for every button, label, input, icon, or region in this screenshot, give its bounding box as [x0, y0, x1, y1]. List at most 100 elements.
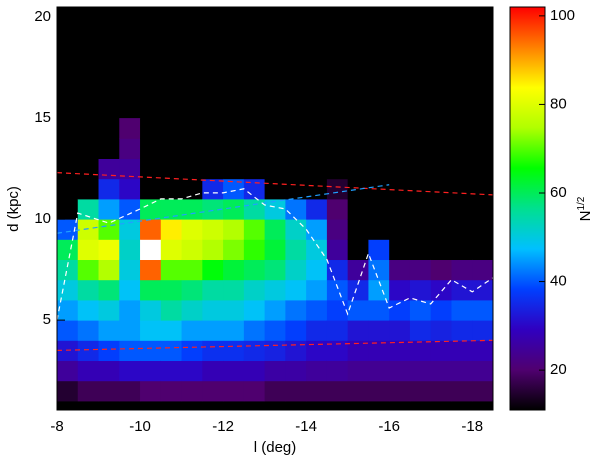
- heatmap-cell: [223, 138, 245, 160]
- x-axis-label: l (deg): [254, 439, 297, 456]
- heatmap-cell: [306, 178, 328, 200]
- x-tick-label: -10: [129, 418, 151, 435]
- heatmap-cell: [223, 239, 245, 261]
- heatmap-cell: [98, 380, 120, 402]
- heatmap-cell: [264, 178, 286, 200]
- heatmap-cell: [202, 320, 224, 341]
- heatmap-cell: [347, 198, 369, 220]
- heatmap-cell: [264, 259, 286, 281]
- heatmap-cell: [119, 360, 141, 382]
- colorbar-label-sup: 1/2: [576, 196, 587, 210]
- heatmap-cell: [181, 360, 203, 382]
- heatmap-cell: [430, 118, 452, 139]
- heatmap-cell: [451, 138, 473, 160]
- colorbar: [509, 6, 546, 411]
- x-tick-label: -12: [212, 418, 234, 435]
- heatmap-cell: [430, 138, 452, 160]
- heatmap-cell: [306, 279, 328, 301]
- heatmap-cell: [77, 219, 100, 240]
- heatmap-cell: [347, 259, 369, 281]
- heatmap-cell: [430, 259, 452, 281]
- heatmap-cell: [306, 299, 328, 321]
- heatmap-cell: [472, 340, 494, 362]
- heatmap-cell: [140, 360, 162, 382]
- heatmap-cell: [160, 239, 183, 261]
- dashed-line: [56, 184, 390, 234]
- heatmap-cell: [451, 320, 473, 341]
- heatmap-cell: [347, 320, 369, 341]
- heatmap-cell: [202, 259, 224, 281]
- heatmap-cell: [202, 279, 224, 301]
- heatmap-cell: [181, 380, 203, 402]
- heatmap-cell: [347, 340, 369, 362]
- heatmap-cell: [202, 360, 224, 382]
- heatmap-cell: [285, 299, 307, 321]
- heatmap-cell: [368, 239, 390, 261]
- heatmap-cell: [409, 138, 432, 160]
- heatmap-cell: [243, 299, 266, 321]
- heatmap-cell: [202, 340, 224, 362]
- heatmap-cell: [389, 380, 411, 402]
- heatmap-cell: [264, 279, 286, 301]
- heatmap-cell: [119, 198, 141, 220]
- heatmap-cell: [409, 299, 432, 321]
- heatmap-cell: [306, 138, 328, 160]
- heatmap-cell: [347, 299, 369, 321]
- heatmap-cell: [140, 279, 162, 301]
- heatmap-cell: [57, 178, 79, 200]
- heatmap-cell: [160, 340, 183, 362]
- heatmap-cell: [306, 198, 328, 220]
- heatmap-cell: [368, 259, 390, 281]
- heatmap-cell: [306, 380, 328, 402]
- heatmap-cell: [389, 138, 411, 160]
- heatmap-cell: [347, 239, 369, 261]
- heatmap-cell: [181, 279, 203, 301]
- heatmap-cell: [181, 138, 203, 160]
- heatmap-cell: [98, 118, 120, 139]
- heatmap-cell: [264, 138, 286, 160]
- heatmap-cell: [202, 198, 224, 220]
- heatmap-cell: [347, 279, 369, 301]
- heatmap-cell: [347, 219, 369, 240]
- heatmap-cell: [98, 360, 120, 382]
- heatmap-cell: [347, 360, 369, 382]
- x-tick-label: -8: [50, 418, 63, 435]
- heatmap-cell: [264, 158, 286, 180]
- heatmap-cell: [451, 118, 473, 139]
- heatmap-cell: [119, 279, 141, 301]
- heatmap-cell: [326, 138, 349, 160]
- heatmap-cell: [306, 158, 328, 180]
- heatmap-cell: [430, 299, 452, 321]
- heatmap-cell: [57, 158, 79, 180]
- heatmap-cell: [160, 158, 183, 180]
- heatmap-cell: [472, 239, 494, 261]
- heatmap-cell: [160, 219, 183, 240]
- heatmap-cell: [285, 360, 307, 382]
- heatmap-cell: [77, 279, 100, 301]
- heatmap-cell: [140, 239, 162, 261]
- heatmap-cell: [306, 320, 328, 341]
- heatmap-cell: [472, 259, 494, 281]
- heatmap-cell: [77, 320, 100, 341]
- heatmap-cell: [409, 340, 432, 362]
- dashed-line: [56, 172, 494, 196]
- heatmap-cell: [430, 320, 452, 341]
- heatmap-cell: [306, 118, 328, 139]
- heatmap-cell: [181, 118, 203, 139]
- heatmap-cell: [119, 380, 141, 402]
- heatmap-cell: [409, 279, 432, 301]
- heatmap-cell: [160, 360, 183, 382]
- y-tick-label: 5: [43, 311, 51, 328]
- heatmap-cell: [409, 380, 432, 402]
- heatmap-cell: [285, 340, 307, 362]
- heatmap-cell: [243, 178, 266, 200]
- heatmap-cell: [472, 219, 494, 240]
- heatmap-cell: [264, 320, 286, 341]
- heatmap-cell: [326, 239, 349, 261]
- heatmap-cell: [160, 138, 183, 160]
- heatmap-cell: [368, 158, 390, 180]
- heatmap-cell: [181, 340, 203, 362]
- heatmap-cell: [326, 219, 349, 240]
- heatmap-cell: [181, 219, 203, 240]
- heatmap-cell: [202, 219, 224, 240]
